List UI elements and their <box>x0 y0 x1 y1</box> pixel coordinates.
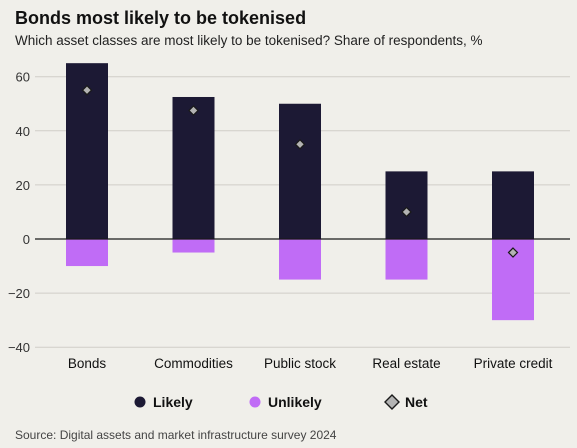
net-marker <box>401 206 412 218</box>
source-note: Source: Digital assets and market infras… <box>15 428 337 442</box>
y-tick-label: 40 <box>16 124 30 139</box>
legend-net-swatch <box>384 394 400 410</box>
category-label: Real estate <box>372 356 440 371</box>
chart-subtitle: Which asset classes are most likely to b… <box>15 33 483 48</box>
net-marker <box>81 84 93 96</box>
bars-layer <box>66 63 534 321</box>
bar-unlikely <box>279 239 321 280</box>
markers-layer <box>81 84 519 258</box>
chart-title: Bonds most likely to be tokenised <box>15 8 307 28</box>
legend-label: Net <box>405 394 428 410</box>
category-label: Commodities <box>154 356 233 371</box>
y-tick-labels: 60 40 20 0 −20 −40 <box>8 70 30 356</box>
legend: Likely Unlikely Net <box>134 394 428 410</box>
bar-likely <box>279 103 321 239</box>
category-label: Bonds <box>68 356 107 371</box>
category-label: Private credit <box>474 356 553 371</box>
y-tick-label: −40 <box>8 340 30 355</box>
legend-likely-swatch <box>134 396 146 408</box>
bar-likely <box>385 171 428 239</box>
bar-unlikely <box>66 239 108 267</box>
y-tick-label: 20 <box>16 178 30 193</box>
bar-likely <box>492 171 534 239</box>
legend-label: Unlikely <box>268 394 322 410</box>
bar-likely <box>172 96 215 239</box>
category-label: Public stock <box>264 356 336 371</box>
bar-unlikely <box>172 239 215 253</box>
category-labels: Bonds Commodities Public stock Real estate P… <box>68 356 553 371</box>
y-tick-label: −20 <box>8 286 30 301</box>
legend-label: Likely <box>153 394 193 410</box>
y-tick-label: 60 <box>16 70 30 85</box>
net-marker <box>188 105 199 116</box>
net-marker <box>507 247 519 258</box>
net-marker <box>294 138 306 150</box>
y-tick-label: 0 <box>23 232 30 247</box>
legend-unlikely-swatch <box>249 396 261 408</box>
bar-unlikely <box>385 239 428 280</box>
